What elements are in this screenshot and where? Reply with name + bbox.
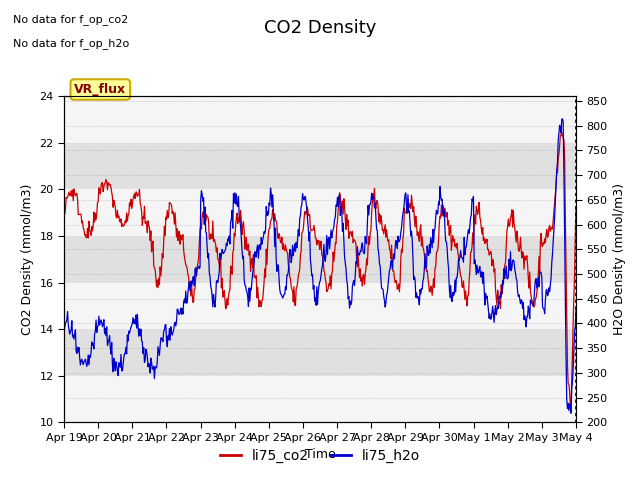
- Y-axis label: CO2 Density (mmol/m3): CO2 Density (mmol/m3): [20, 183, 34, 335]
- Bar: [64, 189, 576, 236]
- Legend: li75_co2, li75_h2o: li75_co2, li75_h2o: [214, 443, 426, 468]
- Text: CO2 Density: CO2 Density: [264, 19, 376, 37]
- Bar: [64, 329, 576, 376]
- Text: VR_flux: VR_flux: [74, 83, 126, 96]
- Bar: [64, 143, 576, 189]
- Bar: [64, 283, 576, 329]
- Bar: [64, 96, 576, 143]
- Text: No data for f_op_h2o: No data for f_op_h2o: [13, 38, 129, 49]
- Text: No data for f_op_co2: No data for f_op_co2: [13, 14, 128, 25]
- Y-axis label: H2O Density (mmol/m3): H2O Density (mmol/m3): [613, 183, 626, 335]
- X-axis label: Time: Time: [305, 448, 335, 461]
- Bar: [64, 376, 576, 422]
- Bar: [64, 236, 576, 283]
